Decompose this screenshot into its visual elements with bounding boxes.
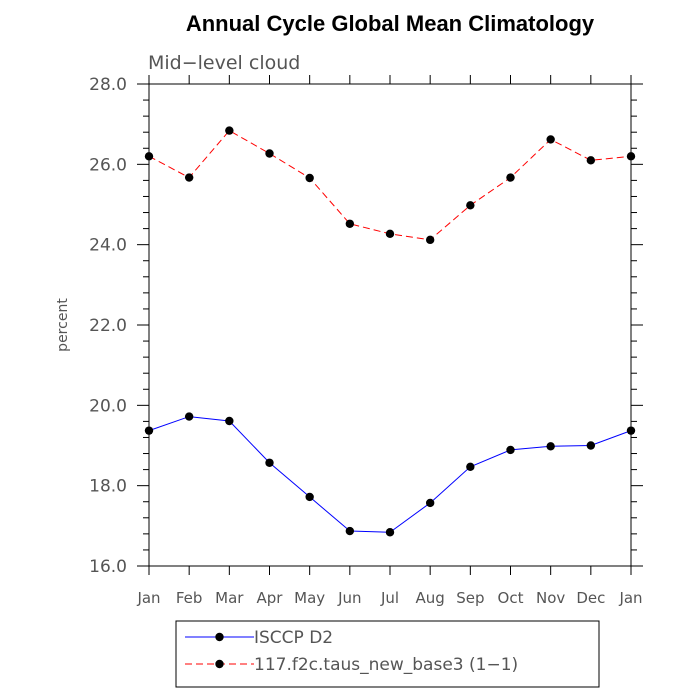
series-2	[144, 126, 636, 245]
legend-label: ISCCP D2	[254, 628, 333, 648]
y-tick-label: 26.0	[89, 155, 127, 175]
legend-entry: ISCCP D2	[185, 628, 333, 648]
y-axis-label: percent	[55, 298, 71, 352]
x-tick-label: Jul	[380, 589, 399, 607]
data-point	[466, 462, 475, 471]
data-point	[425, 498, 435, 508]
data-point	[546, 135, 555, 144]
data-point	[265, 149, 274, 158]
y-tick-label: 22.0	[89, 316, 127, 336]
data-point	[144, 426, 154, 435]
y-tick-label: 28.0	[89, 75, 127, 95]
data-point	[506, 445, 515, 455]
data-point	[546, 442, 555, 451]
y-tick-label: 24.0	[89, 236, 127, 256]
data-point	[385, 528, 395, 537]
legend: ISCCP D2 117.f2c.taus_new_base3 (1−1)	[175, 620, 600, 688]
series-1	[144, 412, 636, 537]
data-point	[626, 426, 636, 435]
data-point	[305, 492, 314, 502]
x-tick-labels: Jan Feb Mar Apr May Jun Jul Aug Sep Oct Nov Dec Jan	[136, 589, 642, 607]
series-line	[148, 416, 632, 533]
data-point	[626, 152, 636, 161]
chart-title: Annual Cycle Global Mean Climatology	[186, 11, 595, 36]
legend-items: ISCCP D2 117.f2c.taus_new_base3 (1−1)	[185, 628, 518, 675]
y-tick-label: 20.0	[89, 396, 127, 416]
x-tick-label: Sep	[456, 589, 484, 607]
data-point	[506, 173, 515, 182]
legend-entry: 117.f2c.taus_new_base3 (1−1)	[185, 655, 518, 675]
x-tick-label: May	[294, 589, 325, 607]
x-tick-label: Aug	[416, 589, 445, 607]
data-point	[345, 526, 355, 536]
x-tick-label: Jan	[618, 589, 642, 607]
data-point	[385, 229, 395, 239]
x-tick-label: Nov	[536, 589, 565, 607]
data-point	[184, 412, 194, 421]
data-point	[184, 173, 194, 182]
x-tick-label: Jan	[136, 589, 160, 607]
legend-marker	[215, 632, 224, 642]
x-tick-label: Mar	[215, 589, 244, 607]
legend-marker	[215, 659, 224, 669]
x-tick-label: Dec	[576, 589, 605, 607]
data-point	[305, 173, 314, 183]
x-tick-label: Apr	[257, 589, 284, 607]
series-line	[148, 129, 632, 241]
y-tick-labels: 16.0 18.0 20.0 22.0 24.0 26.0 28.0	[89, 75, 127, 577]
x-tick-label: Oct	[498, 589, 524, 607]
legend-label: 117.f2c.taus_new_base3 (1−1)	[254, 655, 518, 675]
y-tick-label: 18.0	[89, 477, 127, 497]
data-point	[345, 219, 355, 228]
data-point	[144, 152, 154, 161]
legend-box	[175, 620, 600, 688]
data-point	[225, 126, 234, 135]
axis-ticks	[137, 75, 643, 575]
plot-frame	[148, 83, 632, 567]
chart-subtitle: Mid−level cloud	[148, 52, 300, 74]
x-tick-label: Feb	[176, 589, 203, 607]
data-point	[225, 416, 234, 426]
y-tick-label: 16.0	[89, 557, 127, 577]
data-point	[586, 441, 596, 450]
data-point	[466, 201, 475, 210]
data-point	[586, 156, 596, 165]
data-point	[425, 235, 435, 245]
series-layer	[144, 126, 636, 537]
data-point	[265, 458, 274, 467]
x-tick-label: Jun	[337, 589, 361, 607]
